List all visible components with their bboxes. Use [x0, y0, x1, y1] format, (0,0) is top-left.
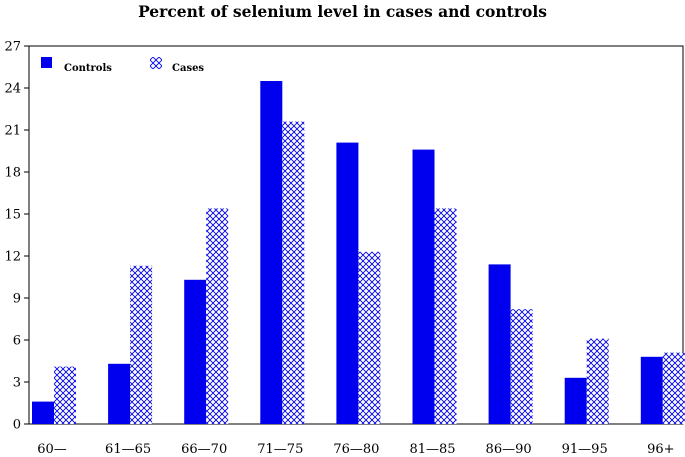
bar-controls-6: [412, 149, 435, 424]
legend-label-cases: Cases: [172, 63, 204, 74]
legend-swatch-controls: [41, 57, 52, 68]
bar-controls-4: [260, 81, 283, 424]
y-tick-label: 9: [13, 292, 21, 307]
bar-cases-5: [358, 251, 381, 424]
y-tick-label: 18: [4, 166, 21, 181]
bar-cases-8: [586, 338, 609, 424]
chart-title: Percent of selenium level in cases and c…: [138, 2, 547, 21]
x-tick-label: 86—90: [486, 442, 532, 457]
y-tick-label: 12: [4, 250, 21, 265]
y-tick-label: 27: [4, 40, 21, 55]
bar-controls-9: [640, 356, 663, 424]
y-tick-label: 6: [13, 334, 21, 349]
x-tick-label: 71—75: [257, 442, 303, 457]
bar-cases-9: [662, 352, 685, 424]
x-tick-label: 61—65: [105, 442, 151, 457]
bar-controls-8: [564, 377, 587, 424]
bar-controls-3: [184, 279, 207, 424]
bar-controls-2: [108, 363, 131, 424]
x-tick-label: 60—: [37, 442, 67, 457]
y-tick-label: 21: [4, 124, 21, 139]
legend-label-controls: Controls: [64, 63, 112, 74]
x-tick-label: 96+: [647, 442, 674, 457]
bar-cases-3: [206, 208, 229, 424]
y-tick-label: 0: [13, 418, 21, 433]
x-tick-label: 81—85: [409, 442, 455, 457]
x-tick-label: 91—95: [562, 442, 608, 457]
x-tick-label: 76—80: [333, 442, 379, 457]
bar-cases-6: [434, 208, 457, 424]
y-tick-label: 3: [13, 376, 21, 391]
bar-controls-5: [336, 142, 359, 424]
bar-cases-1: [54, 366, 76, 424]
legend-swatch-cases: [150, 57, 162, 69]
y-tick-label: 15: [4, 208, 21, 223]
x-tick-label: 66—70: [181, 442, 227, 457]
bar-cases-4: [282, 121, 305, 424]
bar-cases-2: [130, 265, 153, 424]
legend: Controls Cases: [41, 57, 204, 74]
y-tick-label: 24: [4, 82, 21, 97]
bar-controls-7: [488, 264, 511, 424]
bar-controls-1: [32, 401, 54, 424]
bar-cases-7: [510, 309, 533, 424]
